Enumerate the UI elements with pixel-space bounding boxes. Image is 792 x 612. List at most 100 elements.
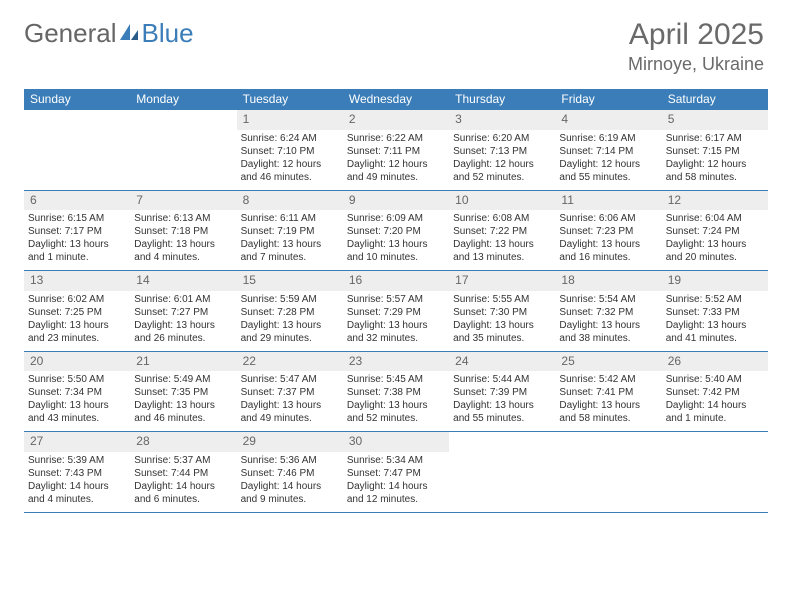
day-header-row: Sunday Monday Tuesday Wednesday Thursday…: [24, 89, 768, 110]
day-number: 23: [343, 352, 449, 372]
sunset-text: Sunset: 7:14 PM: [555, 145, 661, 158]
sunrise-text: Sunrise: 5:39 AM: [24, 454, 130, 467]
sunset-text: Sunset: 7:42 PM: [662, 386, 768, 399]
day-cell: 1Sunrise: 6:24 AMSunset: 7:10 PMDaylight…: [237, 110, 343, 190]
daylight-text: Daylight: 13 hours and 41 minutes.: [662, 319, 768, 345]
sunset-text: Sunset: 7:13 PM: [449, 145, 555, 158]
day-cell: 21Sunrise: 5:49 AMSunset: 7:35 PMDayligh…: [130, 352, 236, 432]
day-cell: 2Sunrise: 6:22 AMSunset: 7:11 PMDaylight…: [343, 110, 449, 190]
daylight-text: Daylight: 12 hours and 49 minutes.: [343, 158, 449, 184]
title-block: April 2025 Mirnoye, Ukraine: [628, 18, 764, 75]
day-number: 30: [343, 432, 449, 452]
day-header: Monday: [130, 89, 236, 110]
daylight-text: Daylight: 13 hours and 35 minutes.: [449, 319, 555, 345]
day-number: 7: [130, 191, 236, 211]
day-number: 18: [555, 271, 661, 291]
sunset-text: Sunset: 7:32 PM: [555, 306, 661, 319]
daylight-text: Daylight: 14 hours and 4 minutes.: [24, 480, 130, 506]
sunrise-text: Sunrise: 5:49 AM: [130, 373, 236, 386]
day-number: 16: [343, 271, 449, 291]
day-number: 5: [662, 110, 768, 130]
logo-text-2: Blue: [142, 18, 194, 49]
day-cell: 15Sunrise: 5:59 AMSunset: 7:28 PMDayligh…: [237, 271, 343, 351]
sunrise-text: Sunrise: 6:20 AM: [449, 132, 555, 145]
day-number: 1: [237, 110, 343, 130]
sunrise-text: Sunrise: 5:52 AM: [662, 293, 768, 306]
day-number: 25: [555, 352, 661, 372]
day-cell: 7Sunrise: 6:13 AMSunset: 7:18 PMDaylight…: [130, 191, 236, 271]
daylight-text: Daylight: 13 hours and 52 minutes.: [343, 399, 449, 425]
daylight-text: Daylight: 13 hours and 58 minutes.: [555, 399, 661, 425]
day-cell: [555, 432, 661, 512]
day-header: Thursday: [449, 89, 555, 110]
sunset-text: Sunset: 7:18 PM: [130, 225, 236, 238]
sunset-text: Sunset: 7:11 PM: [343, 145, 449, 158]
sunset-text: Sunset: 7:10 PM: [237, 145, 343, 158]
week-row: 1Sunrise: 6:24 AMSunset: 7:10 PMDaylight…: [24, 110, 768, 191]
day-number: 12: [662, 191, 768, 211]
day-cell: 22Sunrise: 5:47 AMSunset: 7:37 PMDayligh…: [237, 352, 343, 432]
sunset-text: Sunset: 7:19 PM: [237, 225, 343, 238]
day-cell: 30Sunrise: 5:34 AMSunset: 7:47 PMDayligh…: [343, 432, 449, 512]
day-cell: 16 Sunrise: 5:57 AMSunset: 7:29 PMDayligh…: [343, 271, 449, 351]
day-number: 14: [130, 271, 236, 291]
sunrise-text: Sunrise: 5:36 AM: [237, 454, 343, 467]
daylight-text: Daylight: 13 hours and 43 minutes.: [24, 399, 130, 425]
day-cell: 10Sunrise: 6:08 AMSunset: 7:22 PMDayligh…: [449, 191, 555, 271]
day-cell: 17Sunrise: 5:55 AMSunset: 7:30 PMDayligh…: [449, 271, 555, 351]
sunset-text: Sunset: 7:23 PM: [555, 225, 661, 238]
daylight-text: Daylight: 13 hours and 16 minutes.: [555, 238, 661, 264]
day-cell: [449, 432, 555, 512]
sunset-text: Sunset: 7:41 PM: [555, 386, 661, 399]
daylight-text: Daylight: 12 hours and 52 minutes.: [449, 158, 555, 184]
month-title: April 2025: [628, 18, 764, 52]
day-number: 2: [343, 110, 449, 130]
sunset-text: Sunset: 7:34 PM: [24, 386, 130, 399]
sunset-text: Sunset: 7:22 PM: [449, 225, 555, 238]
daylight-text: Daylight: 12 hours and 46 minutes.: [237, 158, 343, 184]
logo: General Blue: [24, 18, 194, 49]
day-number: 27: [24, 432, 130, 452]
sunset-text: Sunset: 7:37 PM: [237, 386, 343, 399]
daylight-text: Daylight: 13 hours and 26 minutes.: [130, 319, 236, 345]
sunrise-text: Sunrise: 5:59 AM: [237, 293, 343, 306]
daylight-text: Daylight: 13 hours and 4 minutes.: [130, 238, 236, 264]
day-header: Tuesday: [237, 89, 343, 110]
sunset-text: Sunset: 7:46 PM: [237, 467, 343, 480]
daylight-text: Daylight: 13 hours and 20 minutes.: [662, 238, 768, 264]
sunrise-text: Sunrise: 5:40 AM: [662, 373, 768, 386]
sunrise-text: Sunrise: 6:06 AM: [555, 212, 661, 225]
sunrise-text: Sunrise: 5:37 AM: [130, 454, 236, 467]
day-cell: [662, 432, 768, 512]
day-number: 13: [24, 271, 130, 291]
day-cell: 19Sunrise: 5:52 AMSunset: 7:33 PMDayligh…: [662, 271, 768, 351]
sunset-text: Sunset: 7:47 PM: [343, 467, 449, 480]
sunrise-text: Sunrise: 5:57 AM: [343, 293, 449, 306]
week-row: 27Sunrise: 5:39 AMSunset: 7:43 PMDayligh…: [24, 432, 768, 513]
day-cell: 26Sunrise: 5:40 AMSunset: 7:42 PMDayligh…: [662, 352, 768, 432]
week-row: 6Sunrise: 6:15 AMSunset: 7:17 PMDaylight…: [24, 191, 768, 272]
day-cell: 27Sunrise: 5:39 AMSunset: 7:43 PMDayligh…: [24, 432, 130, 512]
sunrise-text: Sunrise: 6:01 AM: [130, 293, 236, 306]
day-number: 4: [555, 110, 661, 130]
day-number: 21: [130, 352, 236, 372]
day-number: 8: [237, 191, 343, 211]
daylight-text: Daylight: 13 hours and 32 minutes.: [343, 319, 449, 345]
sunset-text: Sunset: 7:27 PM: [130, 306, 236, 319]
sunset-text: Sunset: 7:29 PM: [343, 306, 449, 319]
day-header: Wednesday: [343, 89, 449, 110]
sunrise-text: Sunrise: 5:44 AM: [449, 373, 555, 386]
sunrise-text: Sunrise: 6:19 AM: [555, 132, 661, 145]
day-number: 22: [237, 352, 343, 372]
sunset-text: Sunset: 7:44 PM: [130, 467, 236, 480]
day-number: 6: [24, 191, 130, 211]
sunrise-text: Sunrise: 6:11 AM: [237, 212, 343, 225]
page-header: General Blue April 2025 Mirnoye, Ukraine: [0, 0, 792, 83]
sunset-text: Sunset: 7:28 PM: [237, 306, 343, 319]
day-number: 9: [343, 191, 449, 211]
day-cell: 29Sunrise: 5:36 AMSunset: 7:46 PMDayligh…: [237, 432, 343, 512]
calendar: Sunday Monday Tuesday Wednesday Thursday…: [24, 89, 768, 513]
sunset-text: Sunset: 7:39 PM: [449, 386, 555, 399]
daylight-text: Daylight: 13 hours and 29 minutes.: [237, 319, 343, 345]
sunset-text: Sunset: 7:17 PM: [24, 225, 130, 238]
